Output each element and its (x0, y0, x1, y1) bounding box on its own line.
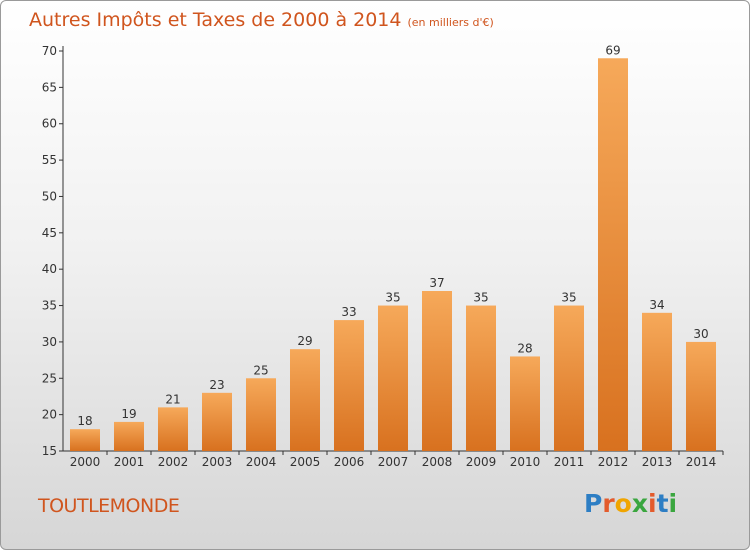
x-tick-label: 2000 (70, 455, 101, 469)
bar (114, 421, 144, 451)
logo-letter: x (631, 489, 648, 518)
bar (334, 320, 364, 451)
y-tick-label: 45 (42, 226, 57, 240)
bar-value-label: 18 (77, 414, 92, 428)
x-tick-label: 2008 (422, 455, 453, 469)
y-tick-label: 25 (42, 371, 57, 385)
bar-value-label: 28 (517, 341, 532, 355)
bar (158, 407, 188, 451)
bar (466, 305, 496, 451)
chart-title-text: Autres Impôts et Taxes de 2000 à 2014 (29, 9, 402, 31)
bar-value-label: 19 (121, 407, 136, 421)
x-tick-label: 2014 (686, 455, 717, 469)
y-tick-label: 65 (42, 80, 57, 94)
y-tick-label: 15 (42, 444, 57, 458)
bar (554, 305, 584, 451)
y-tick-label: 40 (42, 262, 57, 276)
x-tick-label: 2005 (290, 455, 321, 469)
bar (642, 312, 672, 451)
x-tick-label: 2001 (114, 455, 145, 469)
bar-value-label: 69 (605, 43, 620, 57)
logo-letter: t (656, 489, 669, 518)
x-axis: 2000 2001 2002 2003 2004 2005 2006 2007 2008 2009… (63, 450, 724, 469)
commune-name: TOUTLEMONDE (38, 495, 180, 517)
bar (378, 305, 408, 451)
y-tick-label: 55 (42, 153, 57, 167)
logo-letter: i (648, 489, 657, 518)
bar-value-label: 37 (429, 276, 444, 290)
chart-unit: (en milliers d'€) (407, 16, 494, 29)
bar-value-label: 34 (649, 298, 664, 312)
bar (70, 429, 100, 451)
x-tick-label: 2006 (334, 455, 365, 469)
bar-value-label: 35 (473, 291, 488, 305)
bar-value-label: 25 (253, 363, 268, 377)
logo-letter: P (584, 489, 603, 518)
bar (246, 378, 276, 451)
y-tick-label: 60 (42, 117, 57, 131)
bar (510, 356, 540, 451)
y-tick-label: 70 (42, 44, 57, 58)
logo-letter: i (668, 489, 678, 518)
x-tick-label: 2010 (510, 455, 541, 469)
bar (202, 392, 232, 451)
bars: 18 19 21 23 25 29 33 35 37 35 28 35 69 34 30 (70, 43, 716, 451)
bar-value-label: 23 (209, 378, 224, 392)
chart-title: Autres Impôts et Taxes de 2000 à 2014 (en… (29, 9, 494, 31)
bar-value-label: 30 (693, 327, 708, 341)
bar-value-label: 33 (341, 305, 356, 319)
bar (598, 58, 628, 451)
x-tick-label: 2012 (598, 455, 629, 469)
bar-value-label: 29 (297, 334, 312, 348)
x-tick-label: 2013 (642, 455, 673, 469)
proxiti-logo: Proxiti (584, 489, 677, 518)
x-tick-label: 2003 (202, 455, 233, 469)
x-tick-label: 2011 (554, 455, 585, 469)
y-tick-label: 20 (42, 408, 57, 422)
y-axis: 15 20 25 30 35 40 45 50 55 60 65 70 (42, 44, 64, 458)
y-tick-label: 30 (42, 335, 57, 349)
x-tick-label: 2007 (378, 455, 409, 469)
bar-value-label: 35 (561, 291, 576, 305)
x-tick-label: 2004 (246, 455, 277, 469)
bar (686, 341, 716, 451)
bar-value-label: 35 (385, 291, 400, 305)
y-tick-label: 35 (42, 299, 57, 313)
x-tick-label: 2009 (466, 455, 497, 469)
bar-value-label: 21 (165, 392, 180, 406)
bar (290, 349, 320, 451)
logo-letter: r (602, 489, 615, 518)
bar (422, 291, 452, 451)
y-tick-label: 50 (42, 189, 57, 203)
x-tick-label: 2002 (158, 455, 189, 469)
logo-letter: o (614, 489, 632, 518)
